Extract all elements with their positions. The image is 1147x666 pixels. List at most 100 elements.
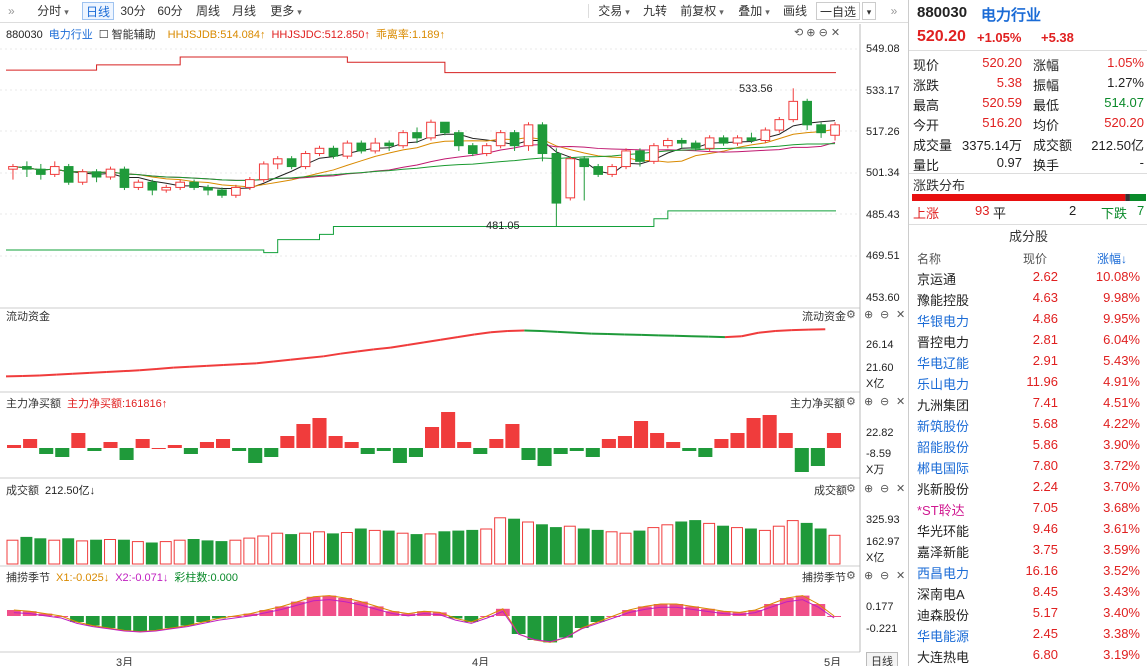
component-name[interactable]: 韶能股份 — [917, 440, 970, 455]
component-row[interactable]: 豫能控股 4.63 9.98% — [909, 287, 1147, 308]
candle-body — [258, 163, 269, 181]
component-row[interactable]: 华银电力 4.86 9.95% — [909, 308, 1147, 329]
component-row[interactable]: 新筑股份 5.68 4.22% — [909, 413, 1147, 434]
component-name[interactable]: 大连热电 — [917, 650, 970, 665]
refresh-icon[interactable]: ⟲ — [794, 27, 804, 39]
season-bar — [827, 616, 841, 617]
trade-dropdown[interactable]: 交易 — [594, 2, 634, 20]
component-row[interactable]: 华光环能 9.46 3.61% — [909, 518, 1147, 539]
component-name[interactable]: 豫能控股 — [917, 293, 970, 308]
zoom-in-icon[interactable]: ⊕ — [864, 570, 874, 582]
component-name[interactable]: 西昌电力 — [917, 566, 970, 581]
candle-body — [147, 181, 158, 191]
component-name[interactable]: 九洲集团 — [917, 398, 970, 413]
component-name[interactable]: 乐山电力 — [917, 377, 970, 392]
component-row[interactable]: 深南电A 8.45 3.43% — [909, 581, 1147, 602]
component-pct: 9.95% — [1103, 311, 1140, 326]
component-pct: 3.52% — [1103, 563, 1140, 578]
gear-icon[interactable]: ⚙ — [846, 309, 856, 321]
component-name[interactable]: *ST聆达 — [917, 503, 965, 518]
component-name[interactable]: 京运通 — [917, 272, 957, 287]
volume-bar — [257, 535, 270, 565]
overlay-dropdown[interactable]: 叠加 — [734, 2, 774, 20]
close-icon[interactable]: ✕ — [896, 483, 906, 495]
zoom-out-icon[interactable]: ⊖ — [880, 483, 890, 495]
component-name[interactable]: 新筑股份 — [917, 419, 970, 434]
zoom-in-icon[interactable]: ⊕ — [864, 309, 874, 321]
tab-daily[interactable]: 日线 — [82, 2, 114, 20]
component-row[interactable]: 京运通 2.62 10.08% — [909, 266, 1147, 287]
component-name[interactable]: 郴电国际 — [917, 461, 970, 476]
close-icon[interactable]: ✕ — [896, 570, 906, 582]
component-name[interactable]: 嘉泽新能 — [917, 545, 970, 560]
zoom-out-icon[interactable]: ⊖ — [880, 396, 890, 408]
tab-weekly[interactable]: 周线 — [195, 4, 220, 18]
component-row[interactable]: 华电辽能 2.91 5.43% — [909, 350, 1147, 371]
quote-value: 0.97 — [996, 155, 1022, 170]
component-row[interactable]: 兆新股份 2.24 3.70% — [909, 476, 1147, 497]
component-name[interactable]: 华电能源 — [917, 629, 970, 644]
component-row[interactable]: 晋控电力 2.81 6.04% — [909, 329, 1147, 350]
main-tick: 485.43 — [866, 209, 900, 221]
quote-label: 现价 — [913, 58, 940, 73]
close-icon[interactable]: ✕ — [896, 309, 906, 321]
stock-name[interactable]: 电力行业 — [981, 7, 1042, 24]
tab-60min[interactable]: 60分 — [157, 4, 183, 18]
watchlist-dropdown-icon[interactable]: ▾ — [862, 2, 876, 20]
zoom-out-icon[interactable]: ⊖ — [880, 309, 890, 321]
component-row[interactable]: 华电能源 2.45 3.38% — [909, 623, 1147, 644]
col-price-header[interactable]: 现价 — [1023, 252, 1048, 266]
component-row[interactable]: 郴电国际 7.80 3.72% — [909, 455, 1147, 476]
adjust-dropdown[interactable]: 前复权 — [676, 2, 728, 20]
col-pct-header[interactable]: 涨幅↓ — [1097, 252, 1128, 266]
more-dropdown[interactable]: 更多 — [266, 2, 306, 20]
zoom-in-icon[interactable]: ⊕ — [806, 27, 816, 39]
component-row[interactable]: 迪森股份 5.17 3.40% — [909, 602, 1147, 623]
zoom-in-icon[interactable]: ⊕ — [864, 396, 874, 408]
zoom-out-icon[interactable]: ⊖ — [880, 570, 890, 582]
collapse-icon[interactable]: » — [8, 4, 15, 18]
component-row[interactable]: *ST聆达 7.05 3.68% — [909, 497, 1147, 518]
net-bar — [392, 448, 407, 463]
nine-turn-button[interactable]: 九转 — [642, 4, 667, 18]
smart-assist-toggle[interactable]: ☐ 智能辅助 — [98, 29, 156, 41]
kline-chart[interactable] — [0, 24, 908, 666]
main-panel-icons[interactable]: ⟲ ⊕ ⊖ ✕ — [794, 26, 840, 39]
volume-bar — [689, 520, 702, 565]
component-name[interactable]: 华电辽能 — [917, 356, 970, 371]
close-icon[interactable]: ✕ — [896, 396, 906, 408]
chart-area[interactable]: 880030 电力行业 ☐ 智能辅助 HHJSJDB:514.084↑ HHJSJDC:… — [0, 24, 908, 666]
component-name[interactable]: 兆新股份 — [917, 482, 970, 497]
period-button[interactable]: 日线 — [866, 652, 898, 666]
watchlist-button[interactable]: 一自选 — [816, 2, 860, 20]
component-name[interactable]: 华光环能 — [917, 524, 970, 539]
component-name[interactable]: 华银电力 — [917, 314, 970, 329]
high-marker: 533.56 — [739, 83, 773, 95]
zoom-in-icon[interactable]: ⊕ — [864, 483, 874, 495]
flow-segment — [290, 357, 308, 361]
expand-icon[interactable]: » — [890, 4, 898, 18]
zoom-out-icon[interactable]: ⊖ — [818, 27, 828, 39]
col-name-header[interactable]: 名称 — [917, 252, 942, 266]
component-row[interactable]: 乐山电力 11.96 4.91% — [909, 371, 1147, 392]
season-bar — [527, 616, 542, 640]
close-icon[interactable]: ✕ — [830, 27, 841, 39]
tab-intraday[interactable]: 分时 — [30, 2, 76, 20]
component-row[interactable]: 九洲集团 7.41 4.51% — [909, 392, 1147, 413]
tab-30min[interactable]: 30分 — [120, 4, 146, 18]
component-row[interactable]: 韶能股份 5.86 3.90% — [909, 434, 1147, 455]
net-bar — [248, 448, 263, 463]
component-row[interactable]: 嘉泽新能 3.75 3.59% — [909, 539, 1147, 560]
gear-icon[interactable]: ⚙ — [846, 570, 856, 582]
gear-icon[interactable]: ⚙ — [846, 396, 856, 408]
tab-monthly[interactable]: 月线 — [231, 4, 256, 18]
draw-line-button[interactable]: 画线 — [782, 4, 807, 18]
component-row[interactable]: 大连热电 6.80 3.19% — [909, 644, 1147, 665]
component-name[interactable]: 迪森股份 — [917, 608, 970, 623]
gear-icon[interactable]: ⚙ — [846, 483, 856, 495]
component-name[interactable]: 晋控电力 — [917, 335, 970, 350]
quote-row: 涨跌 5.38 振幅 1.27% — [909, 72, 1147, 93]
component-name[interactable]: 深南电A — [917, 587, 965, 602]
volume-bar — [48, 539, 61, 565]
component-row[interactable]: 西昌电力 16.16 3.52% — [909, 560, 1147, 581]
